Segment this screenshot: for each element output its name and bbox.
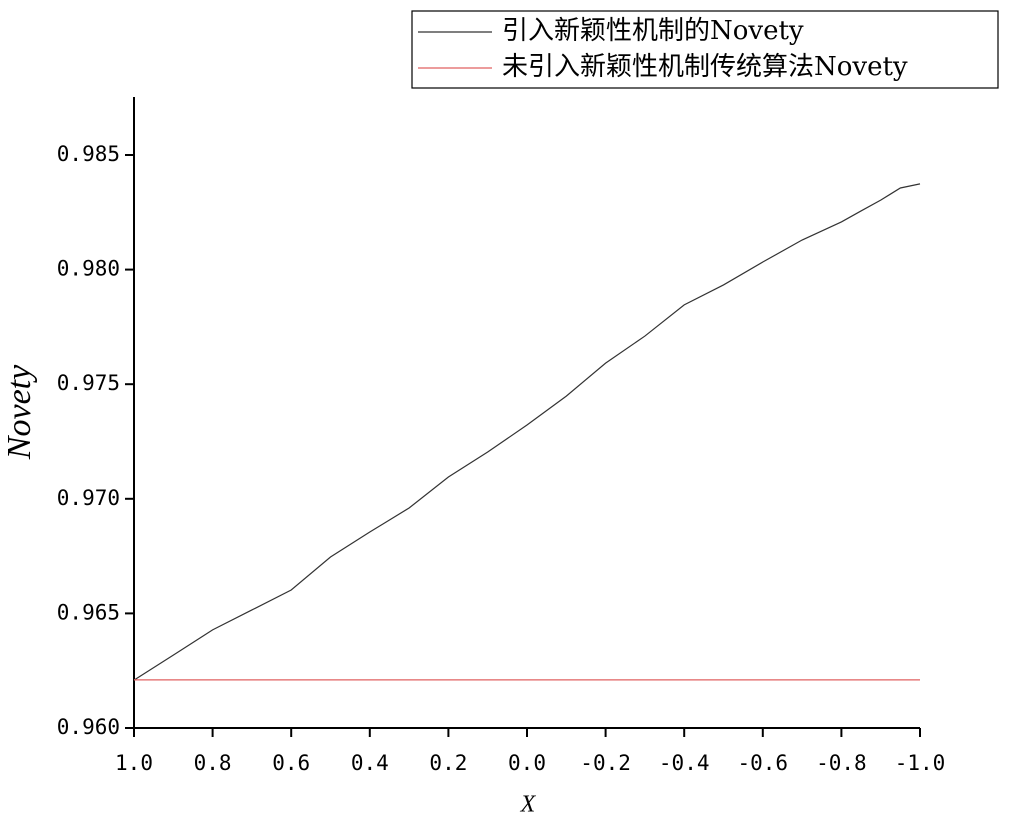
legend-label: 引入新颖性机制的Novety [502, 16, 804, 46]
y-axis-label: Novety [1, 364, 38, 460]
x-tick-label: 1.0 [115, 751, 153, 775]
x-tick-label: -1.0 [895, 751, 946, 775]
series-line [133, 183, 921, 681]
y-tick-label: 0.970 [57, 486, 120, 510]
y-tick-label: 0.985 [57, 142, 120, 166]
x-tick-label: 0.0 [508, 751, 546, 775]
x-tick-label: 0.4 [351, 751, 389, 775]
y-tick-label: 0.980 [57, 257, 120, 281]
y-tick-label: 0.975 [57, 371, 120, 395]
x-tick-label: 0.8 [194, 751, 232, 775]
x-tick-label: -0.8 [816, 751, 867, 775]
x-tick-label: 0.6 [272, 751, 310, 775]
legend-label: 未引入新颖性机制传统算法Novety [502, 52, 908, 82]
y-tick-label: 0.960 [57, 715, 120, 739]
x-tick-label: -0.4 [659, 751, 710, 775]
x-tick-label: 0.2 [429, 751, 467, 775]
x-axis-label: X [520, 792, 537, 818]
legend-box [411, 10, 999, 89]
x-tick-label: -0.6 [738, 751, 789, 775]
y-tick-label: 0.965 [57, 600, 120, 624]
x-tick-label: -0.2 [580, 751, 631, 775]
